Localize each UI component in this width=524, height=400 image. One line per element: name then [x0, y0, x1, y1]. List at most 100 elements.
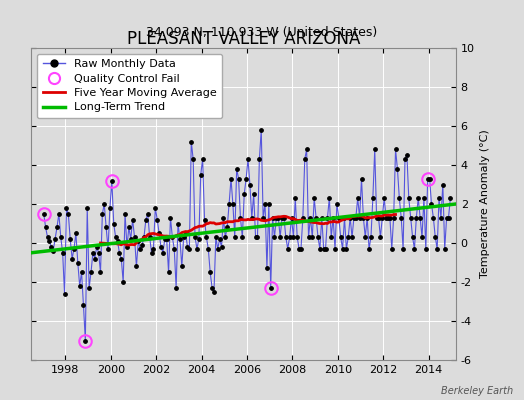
Point [427, 201, 435, 207]
Point [199, 156, 207, 162]
Point [51, 236, 59, 242]
Point [367, 234, 375, 240]
Point [354, 195, 362, 201]
Point [39, 210, 48, 217]
Point [189, 156, 198, 162]
Point [87, 269, 95, 276]
Point [153, 216, 161, 223]
Point [365, 246, 373, 252]
Point [344, 234, 353, 240]
Point [181, 230, 190, 236]
Point [168, 234, 177, 240]
Point [278, 214, 286, 221]
Point [43, 234, 52, 240]
Point [382, 214, 390, 221]
Point [183, 244, 192, 250]
Point [178, 263, 186, 270]
Point [333, 201, 341, 207]
Point [146, 234, 154, 240]
Point [223, 224, 232, 230]
Point [53, 224, 61, 230]
Point [57, 234, 65, 240]
Point [140, 234, 148, 240]
Point [384, 214, 392, 221]
Point [302, 146, 311, 153]
Point [315, 246, 324, 252]
Point [165, 269, 173, 276]
Point [301, 156, 309, 162]
Point [412, 214, 421, 221]
Point [378, 214, 387, 221]
Point [113, 238, 122, 244]
Point [93, 244, 101, 250]
Point [433, 246, 441, 252]
Point [293, 234, 301, 240]
Point [355, 214, 364, 221]
Point [357, 176, 366, 182]
Point [236, 214, 245, 221]
Point [64, 210, 72, 217]
Point [272, 214, 280, 221]
Point [127, 236, 135, 242]
Point [149, 246, 158, 252]
Point [249, 191, 258, 198]
Point [276, 234, 285, 240]
Point [180, 234, 188, 240]
Point [106, 205, 114, 211]
Point [157, 244, 165, 250]
Point [363, 214, 372, 221]
Point [283, 246, 292, 252]
Point [193, 246, 201, 252]
Point [291, 195, 300, 201]
Point [401, 156, 409, 162]
Point [380, 195, 388, 201]
Point [441, 246, 449, 252]
Point [187, 138, 195, 145]
Point [185, 246, 193, 252]
Point [308, 234, 316, 240]
Point [422, 246, 430, 252]
Point [323, 214, 332, 221]
Point [397, 214, 406, 221]
Legend: Raw Monthly Data, Quality Control Fail, Five Year Moving Average, Long-Term Tren: Raw Monthly Data, Quality Control Fail, … [37, 54, 222, 118]
Point [130, 234, 139, 240]
Point [423, 176, 432, 182]
Point [172, 285, 180, 291]
Point [81, 337, 90, 344]
Point [78, 269, 86, 276]
Y-axis label: Temperature Anomaly (°C): Temperature Anomaly (°C) [481, 130, 490, 278]
Point [312, 214, 320, 221]
Point [75, 283, 84, 289]
Point [98, 210, 106, 217]
Point [425, 176, 434, 182]
Point [444, 214, 453, 221]
Point [138, 242, 146, 248]
Point [435, 195, 443, 201]
Point [416, 214, 424, 221]
Point [263, 265, 271, 272]
Point [47, 244, 56, 250]
Point [204, 246, 213, 252]
Point [219, 214, 227, 221]
Point [102, 224, 111, 230]
Point [420, 195, 428, 201]
Point [100, 201, 108, 207]
Point [346, 214, 354, 221]
Point [83, 205, 91, 211]
Point [274, 214, 282, 221]
Point [399, 246, 407, 252]
Point [359, 214, 367, 221]
Point [429, 214, 438, 221]
Point [228, 201, 237, 207]
Point [59, 250, 67, 256]
Point [267, 285, 275, 291]
Point [174, 220, 182, 227]
Point [255, 156, 264, 162]
Point [89, 250, 97, 256]
Point [242, 176, 250, 182]
Point [214, 246, 222, 252]
Point [370, 146, 379, 153]
Text: Berkeley Earth: Berkeley Earth [441, 386, 514, 396]
Point [261, 201, 269, 207]
Point [286, 234, 294, 240]
